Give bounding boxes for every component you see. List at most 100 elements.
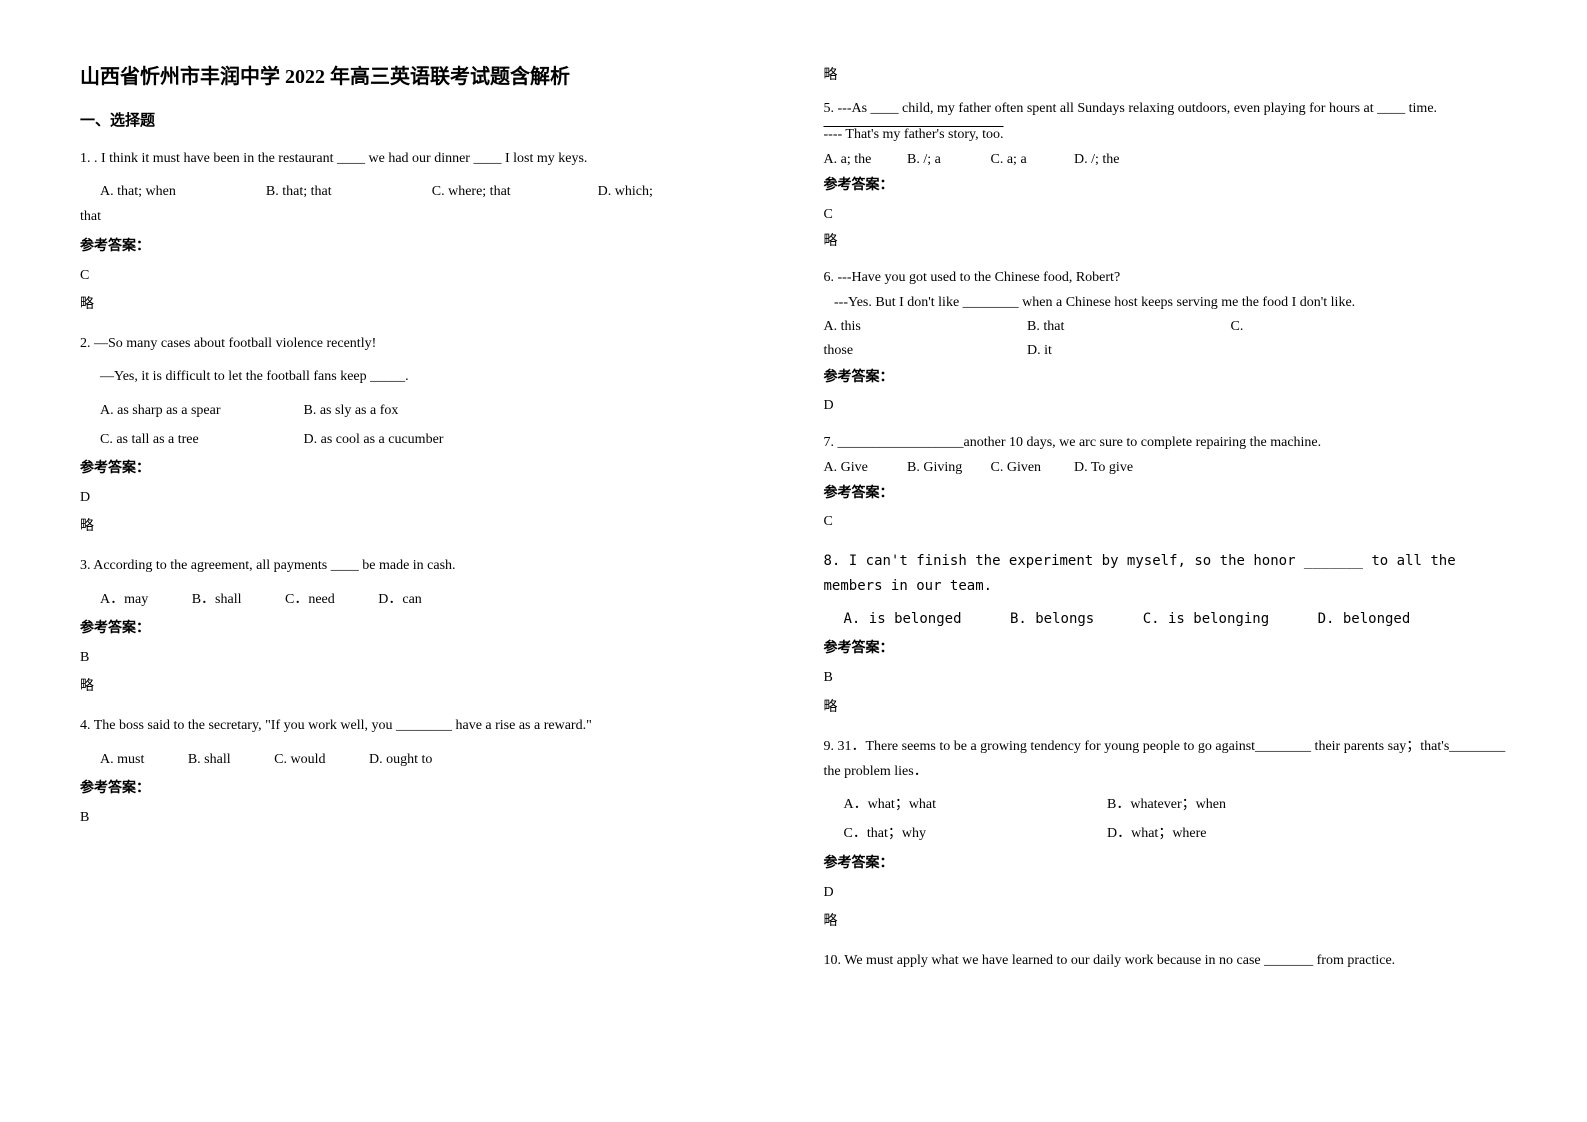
q2-opts-row2: C. as tall as a tree D. as cool as a cuc…	[80, 427, 764, 452]
q6-answer: D	[824, 393, 1508, 418]
question-6: 6. ---Have you got used to the Chinese f…	[824, 267, 1508, 418]
question-7: 7. __________________another 10 days, we…	[824, 432, 1508, 534]
q7-answer-label: 参考答案：	[824, 483, 1508, 505]
q5-optA: A. a; the	[824, 149, 904, 171]
question-10: 10. We must apply what we have learned t…	[824, 948, 1508, 973]
q2-opts-row1: A. as sharp as a spear B. as sly as a fo…	[80, 398, 764, 423]
q2-note: 略	[80, 514, 764, 539]
q9-optC: C．that；why	[844, 821, 1104, 846]
q9-optA: A．what；what	[844, 792, 1104, 817]
q5-note: 略	[824, 231, 1508, 253]
q3-answer: B	[80, 645, 764, 670]
q1-answer-label: 参考答案：	[80, 234, 764, 259]
q6-opts-row1: A. this B. that C.	[824, 316, 1508, 338]
q7-options: A. Give B. Giving C. Given D. To give	[824, 457, 1508, 479]
q5-options: A. a; the B. /; a C. a; a D. /; the	[824, 149, 1508, 171]
q1-optC: C. where; that	[432, 179, 598, 204]
q3-options: A．may B．shall C．need D．can	[80, 587, 764, 612]
q3-optD: D．can	[378, 587, 422, 612]
left-column: 山西省忻州市丰润中学 2022 年高三英语联考试题含解析 一、选择题 1. . …	[80, 60, 764, 1062]
q2-optA: A. as sharp as a spear	[100, 398, 300, 423]
q8-options: A. is belonged B. belongs C. is belongin…	[824, 607, 1508, 632]
q8-optB: B. belongs	[1010, 607, 1094, 632]
q9-answer: D	[824, 880, 1508, 905]
q1-optB: B. that; that	[266, 179, 432, 204]
question-1: 1. . I think it must have been in the re…	[80, 146, 764, 317]
q6-line2: ---Yes. But I don't like ________ when a…	[824, 292, 1508, 314]
q8-optD: D. belonged	[1318, 607, 1411, 632]
q9-text: 9. 31．There seems to be a growing tenden…	[824, 734, 1508, 784]
q2-optD: D. as cool as a cucumber	[304, 432, 444, 447]
q1-answer: C	[80, 263, 764, 288]
q2-answer-label: 参考答案：	[80, 456, 764, 481]
q3-answer-label: 参考答案：	[80, 616, 764, 641]
q6-optA: A. this	[824, 316, 1024, 338]
q9-optB: B．whatever；when	[1107, 797, 1226, 812]
q3-optA: A．may	[100, 587, 148, 612]
q8-text: 8. I can't finish the experiment by myse…	[824, 549, 1508, 599]
q8-answer: B	[824, 665, 1508, 690]
q6-optC2: those	[824, 340, 1024, 362]
page-title: 山西省忻州市丰润中学 2022 年高三英语联考试题含解析	[80, 60, 764, 89]
q6-optB: B. that	[1027, 316, 1227, 338]
q9-optD: D．what；where	[1107, 826, 1207, 841]
q9-opts-row2: C．that；why D．what；where	[824, 821, 1508, 846]
q7-optC: C. Given	[991, 457, 1071, 479]
q6-answer-label: 参考答案：	[824, 367, 1508, 389]
q1-optA: A. that; when	[100, 179, 266, 204]
q5-answer-label: 参考答案：	[824, 175, 1508, 197]
q7-answer: C	[824, 509, 1508, 534]
q4-optD: D. ought to	[369, 747, 432, 772]
q7-optA: A. Give	[824, 457, 904, 479]
q1-options: A. that; when B. that; that C. where; th…	[80, 179, 764, 204]
q1-optD-cont: that	[80, 204, 764, 229]
q6-optC: C.	[1231, 319, 1244, 334]
q8-note: 略	[824, 695, 1508, 720]
q2-answer: D	[80, 485, 764, 510]
q4-optA: A. must	[100, 747, 144, 772]
q4-note: 略	[824, 64, 1508, 84]
q4-answer: B	[80, 805, 764, 830]
q2-text: 2. —So many cases about football violenc…	[80, 331, 764, 356]
q3-note: 略	[80, 674, 764, 699]
q10-text: 10. We must apply what we have learned t…	[824, 948, 1508, 973]
q2-optC: C. as tall as a tree	[100, 427, 300, 452]
q9-note: 略	[824, 909, 1508, 934]
question-2: 2. —So many cases about football violenc…	[80, 331, 764, 539]
q2-optB: B. as sly as a fox	[304, 403, 399, 418]
q9-answer-label: 参考答案：	[824, 851, 1508, 876]
question-3: 3. According to the agreement, all payme…	[80, 553, 764, 699]
q3-text: 3. According to the agreement, all payme…	[80, 553, 764, 578]
right-column: 略 5. ---As ____ child, my father often s…	[824, 60, 1508, 1062]
q4-options: A. must B. shall C. would D. ought to	[80, 747, 764, 772]
q1-text: 1. . I think it must have been in the re…	[80, 146, 764, 171]
q7-optD: D. To give	[1074, 457, 1154, 479]
q4-optC: C. would	[274, 747, 325, 772]
q1-optD: D. which;	[598, 179, 764, 204]
q3-optB: B．shall	[192, 587, 242, 612]
q5-line2: ---- That's my father's story, too.	[824, 124, 1004, 146]
q5-line1: 5. ---As ____ child, my father often spe…	[824, 98, 1508, 120]
q2-sub: —Yes, it is difficult to let the footbal…	[80, 364, 764, 389]
q3-optC: C．need	[285, 587, 335, 612]
q6-opts-row2: those D. it	[824, 340, 1508, 362]
section-heading: 一、选择题	[80, 109, 764, 130]
q4-answer-label: 参考答案：	[80, 776, 764, 801]
q5-optB: B. /; a	[907, 149, 987, 171]
question-8: 8. I can't finish the experiment by myse…	[824, 549, 1508, 720]
q9-opts-row1: A．what；what B．whatever；when	[824, 792, 1508, 817]
question-5: 5. ---As ____ child, my father often spe…	[824, 98, 1508, 253]
question-9: 9. 31．There seems to be a growing tenden…	[824, 734, 1508, 934]
q1-note: 略	[80, 292, 764, 317]
q7-text: 7. __________________another 10 days, we…	[824, 432, 1508, 454]
q6-optD: D. it	[1027, 343, 1052, 358]
q4-text: 4. The boss said to the secretary, "If y…	[80, 713, 764, 738]
q8-optC: C. is belonging	[1143, 607, 1269, 632]
q6-line1: 6. ---Have you got used to the Chinese f…	[824, 267, 1508, 289]
q8-optA: A. is belonged	[844, 607, 962, 632]
q8-answer-label: 参考答案：	[824, 636, 1508, 661]
q5-optD: D. /; the	[1074, 149, 1154, 171]
question-4: 4. The boss said to the secretary, "If y…	[80, 713, 764, 830]
q4-optB: B. shall	[188, 747, 231, 772]
q5-optC: C. a; a	[991, 149, 1071, 171]
